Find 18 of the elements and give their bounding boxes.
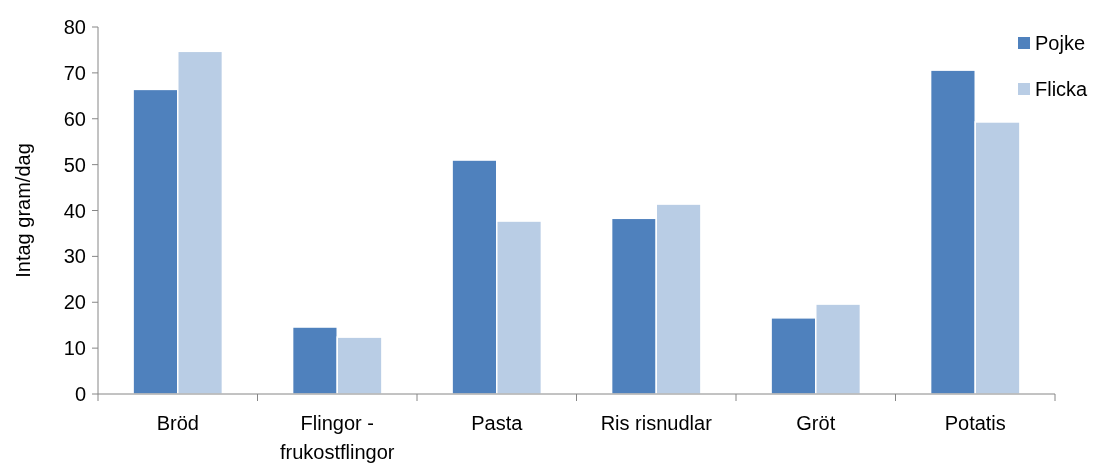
y-axis-title: Intag gram/dag <box>12 143 34 278</box>
legend-label: Flicka <box>1035 78 1089 100</box>
x-tick-label: Bröd <box>156 412 199 434</box>
x-tick-label: Pasta <box>471 412 524 434</box>
y-tick-label: 70 <box>63 61 86 84</box>
y-tick-label: 50 <box>63 153 86 176</box>
y-tick-label: 40 <box>63 199 86 222</box>
y-tick-label: 20 <box>63 291 86 314</box>
legend-label: Pojke <box>1035 32 1086 54</box>
x-tick-label: Ris risnudlar <box>600 412 713 434</box>
y-tick-label: 30 <box>63 245 86 268</box>
y-tick-label: 80 <box>63 16 86 38</box>
y-tick-label: 60 <box>63 107 86 130</box>
x-tick-label: Flingor - frukostflingor <box>280 412 395 463</box>
y-tick-label: 10 <box>63 337 86 360</box>
y-tick-label: 0 <box>74 383 86 405</box>
x-tick-label: Potatis <box>944 412 1006 434</box>
x-tick-label: Gröt <box>796 412 836 434</box>
